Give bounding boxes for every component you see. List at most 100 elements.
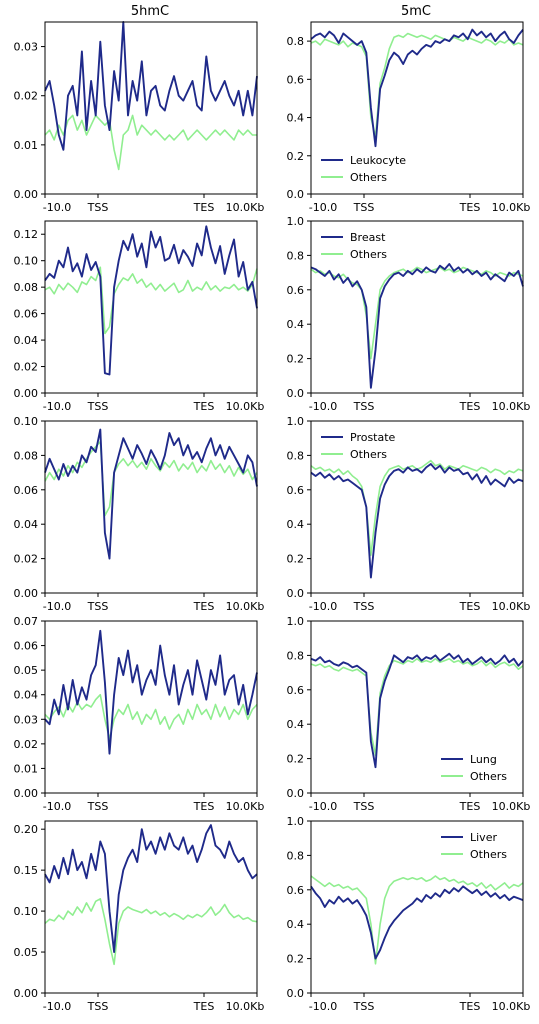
y-tick-label: 0.12 bbox=[14, 228, 39, 241]
x-tick-label: TES bbox=[459, 800, 481, 813]
x-tick-label: TSS bbox=[87, 400, 109, 413]
y-tick-label: 0.04 bbox=[14, 334, 39, 347]
y-tick-label: 0.8 bbox=[287, 449, 305, 462]
panel-lung-5mc: 0.0 0.2 0.4 0.6 0.8 1.0 -10.0 TSS TES 10.0Kb Lung O… bbox=[287, 615, 531, 813]
series-line-others-leukocyte-5hmc bbox=[44, 114, 257, 171]
x-tick-label: TES bbox=[459, 400, 481, 413]
y-tick-label: 0.00 bbox=[14, 188, 39, 201]
y-tick-label: 0.05 bbox=[14, 946, 39, 959]
y-tick-label: 0.0 bbox=[287, 987, 305, 1000]
x-tick-label: 10.0Kb bbox=[226, 800, 265, 813]
x-tick-label: TES bbox=[193, 400, 215, 413]
series-line-tissue-liver-5mc bbox=[310, 885, 524, 960]
y-tick-label: 0.10 bbox=[14, 255, 39, 268]
x-tick-label: -10.0 bbox=[309, 1000, 337, 1013]
y-tick-label: 0.02 bbox=[14, 738, 39, 751]
legend-leukocyte-5mc: Leukocyte Others bbox=[321, 154, 406, 184]
panel-breast-5mc: 0.0 0.2 0.4 0.6 0.8 1.0 -10.0 TSS TES 10.0Kb Breas… bbox=[287, 215, 531, 413]
y-tick-label: 0.8 bbox=[287, 849, 305, 862]
x-tick-label: TSS bbox=[87, 201, 109, 214]
y-tick-label: 0.00 bbox=[14, 387, 39, 400]
series-line-others-leukocyte-5mc bbox=[310, 32, 524, 138]
y-tick-label: 0.8 bbox=[287, 35, 305, 48]
x-tick-label: 10.0Kb bbox=[492, 1000, 531, 1013]
x-tick-label: TES bbox=[193, 201, 215, 214]
legend-label-others: Others bbox=[470, 770, 507, 783]
panel-liver-5hmc: 0.00 0.05 0.10 0.15 0.20 -10.0 TSS TES 10.0Kb bbox=[14, 820, 265, 1013]
x-tick-label: 10.0Kb bbox=[492, 800, 531, 813]
y-tick-label: 0.06 bbox=[14, 640, 39, 653]
x-tick-label: TSS bbox=[353, 201, 375, 214]
legend-label-others: Others bbox=[350, 171, 387, 184]
series-line-others-breast-5hmc bbox=[44, 266, 258, 335]
series-line-others-liver-5hmc bbox=[44, 897, 258, 966]
x-tick-label: TSS bbox=[87, 800, 109, 813]
y-tick-label: 0.15 bbox=[14, 864, 39, 877]
y-tick-label: 1.0 bbox=[287, 815, 305, 828]
series-line-tissue-leukocyte-5hmc bbox=[44, 21, 258, 151]
y-tick-label: 0.01 bbox=[14, 139, 39, 152]
x-tick-label: -10.0 bbox=[43, 201, 71, 214]
legend-lung-5mc: Lung Others bbox=[441, 753, 507, 783]
axes-frame bbox=[310, 820, 524, 994]
y-tick-label: 1.0 bbox=[287, 215, 305, 228]
legend-label-others: Others bbox=[350, 248, 387, 261]
series-line-others-liver-5mc bbox=[310, 875, 524, 965]
series-line-others-lung-5mc bbox=[310, 657, 524, 757]
y-tick-label: 0.0 bbox=[287, 188, 305, 201]
y-tick-label: 0.6 bbox=[287, 484, 305, 497]
legend-breast-5mc: Breast Others bbox=[321, 231, 387, 261]
legend-label-tissue: Lung bbox=[470, 753, 497, 766]
x-tick-label: 10.0Kb bbox=[226, 1000, 265, 1013]
legend-label-others: Others bbox=[470, 848, 507, 861]
x-tick-label: TSS bbox=[353, 400, 375, 413]
y-tick-label: 0.02 bbox=[14, 361, 39, 374]
x-tick-label: TES bbox=[459, 1000, 481, 1013]
y-tick-label: 0.01 bbox=[14, 762, 39, 775]
y-tick-label: 0.4 bbox=[287, 112, 305, 125]
y-tick-label: 0.03 bbox=[14, 713, 39, 726]
series-line-tissue-lung-5mc bbox=[310, 652, 524, 769]
x-tick-label: TSS bbox=[353, 600, 375, 613]
x-tick-label: TSS bbox=[87, 600, 109, 613]
y-tick-label: 0.6 bbox=[287, 73, 305, 86]
x-tick-label: -10.0 bbox=[309, 201, 337, 214]
y-tick-label: 0.8 bbox=[287, 649, 305, 662]
axes-frame bbox=[44, 220, 258, 394]
axes-frame bbox=[310, 220, 524, 394]
x-tick-label: 10.0Kb bbox=[226, 600, 265, 613]
y-tick-label: 0.00 bbox=[14, 987, 39, 1000]
x-tick-label: -10.0 bbox=[309, 400, 337, 413]
axes-frame bbox=[44, 420, 258, 594]
series-line-tissue-breast-5hmc bbox=[44, 225, 258, 376]
legend-label-others: Others bbox=[350, 448, 387, 461]
x-tick-label: TES bbox=[193, 800, 215, 813]
y-tick-label: 0.00 bbox=[14, 787, 39, 800]
x-tick-label: -10.0 bbox=[43, 800, 71, 813]
y-tick-label: 0.03 bbox=[14, 41, 39, 54]
axes-frame bbox=[44, 21, 258, 195]
y-tick-label: 0.20 bbox=[14, 823, 39, 836]
x-tick-label: TSS bbox=[353, 800, 375, 813]
y-tick-label: 1.0 bbox=[287, 415, 305, 428]
series-line-others-lung-5hmc bbox=[44, 693, 258, 740]
series-line-tissue-lung-5hmc bbox=[44, 629, 258, 755]
x-tick-label: 10.0Kb bbox=[492, 400, 531, 413]
x-tick-label: TES bbox=[459, 600, 481, 613]
y-tick-label: 0.4 bbox=[287, 518, 305, 531]
panel-leukocyte-5hmc: 0.00 0.01 0.02 0.03 -10.0 TSS TES 10.0Kb bbox=[14, 21, 264, 214]
x-tick-label: TES bbox=[193, 600, 215, 613]
series-line-tissue-liver-5hmc bbox=[44, 824, 258, 953]
x-tick-label: TES bbox=[459, 201, 481, 214]
legend-label-tissue: Breast bbox=[350, 231, 386, 244]
y-tick-label: 0.04 bbox=[14, 689, 39, 702]
y-tick-label: 0.0 bbox=[287, 587, 305, 600]
y-tick-label: 0.10 bbox=[14, 905, 39, 918]
axes-frame bbox=[44, 820, 258, 994]
column-title-5hmc: 5hmC bbox=[131, 4, 169, 19]
y-tick-label: 1.0 bbox=[287, 615, 305, 628]
y-tick-label: 0.02 bbox=[14, 553, 39, 566]
y-tick-label: 0.0 bbox=[287, 387, 305, 400]
x-tick-label: -10.0 bbox=[43, 1000, 71, 1013]
